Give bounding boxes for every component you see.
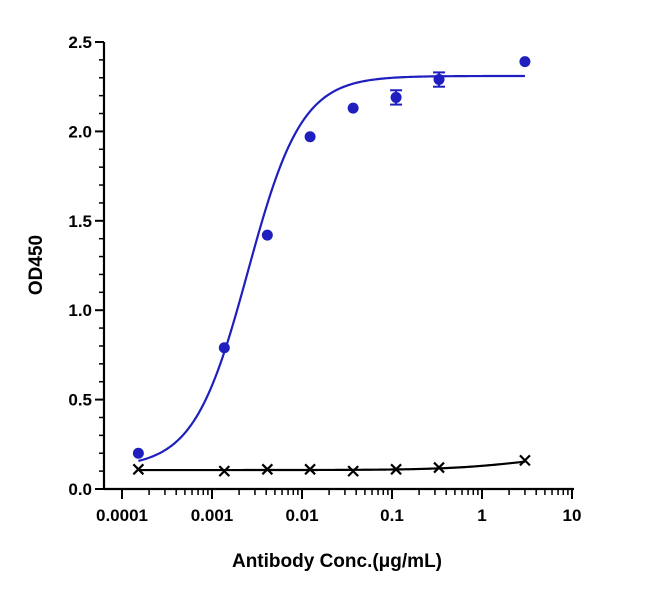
data-point-series-2	[433, 461, 445, 474]
y-tick-label: 2.5	[68, 33, 92, 52]
x-tick-label: 0.001	[191, 506, 234, 525]
data-points	[132, 56, 531, 477]
x-marker-stroke	[433, 461, 445, 474]
x-tick-label: 1	[477, 506, 486, 525]
y-axis-title: OD450	[26, 235, 47, 295]
data-point-series-1	[132, 447, 144, 459]
data-point-series-1	[347, 102, 359, 114]
x-tick-label: 10	[563, 506, 582, 525]
y-tick-label: 0.5	[68, 391, 92, 410]
x-marker-stroke	[347, 465, 359, 477]
y-tick-label: 1.0	[68, 301, 92, 320]
y-tick-label: 2.0	[68, 122, 92, 141]
data-point-series-2	[218, 465, 231, 477]
data-point-series-2	[261, 463, 274, 476]
data-point-series-1	[433, 74, 445, 86]
x-marker-stroke	[261, 463, 274, 476]
x-marker-stroke	[519, 454, 531, 467]
x-tick-label: 0.01	[285, 506, 318, 525]
data-point-series-2	[390, 463, 402, 476]
data-point-series-1	[304, 131, 316, 143]
fit-curve-series-2	[138, 460, 526, 472]
data-point-series-2	[132, 463, 145, 476]
data-point-series-2	[347, 465, 359, 477]
fit-curves	[138, 74, 526, 472]
data-point-series-1	[519, 56, 531, 68]
data-point-series-1	[261, 229, 273, 241]
data-point-series-1	[218, 342, 230, 354]
fit-curve-series-1	[138, 74, 525, 462]
x-axis-title: Antibody Conc.(μg/mL)	[232, 551, 442, 572]
x-marker-stroke	[390, 463, 402, 476]
y-tick-label: 0.0	[68, 480, 92, 499]
data-point-series-2	[519, 454, 531, 467]
y-tick-label: 1.5	[68, 212, 92, 231]
x-marker-stroke	[304, 463, 316, 476]
axes: 0.0 0.5 1.0 1.5 2.0 2.5 0.0001 0.001 0.01 0.1 1 10	[68, 33, 581, 525]
x-tick-label: 0.1	[380, 506, 404, 525]
x-tick-label: 0.0001	[96, 506, 148, 525]
data-point-series-1	[390, 91, 402, 103]
x-marker-stroke	[132, 463, 145, 476]
x-marker-stroke	[218, 465, 231, 477]
data-point-series-2	[304, 463, 316, 476]
